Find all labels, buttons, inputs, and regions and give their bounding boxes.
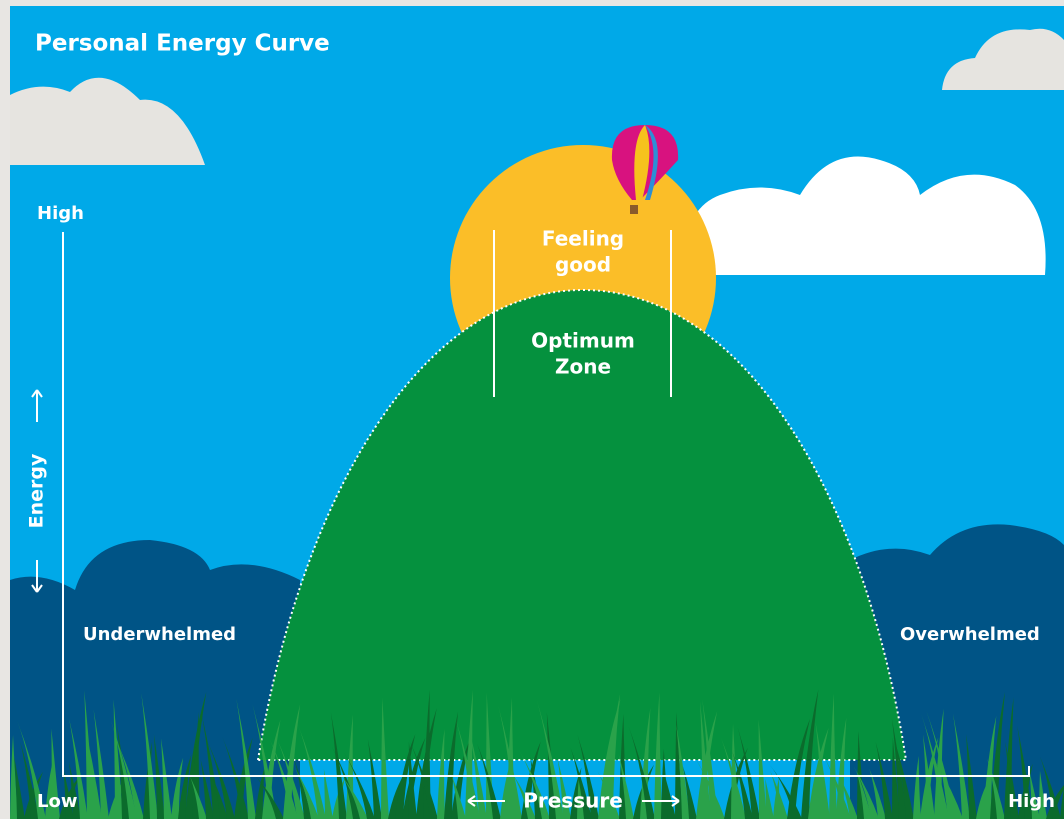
zone-label: good bbox=[555, 253, 611, 277]
x-axis-label: Pressure bbox=[523, 789, 623, 813]
zone-label: Feeling bbox=[542, 227, 624, 251]
x-high-label: High bbox=[1008, 791, 1055, 812]
y-high-label: High bbox=[37, 203, 84, 224]
zone-label: Underwhelmed bbox=[83, 624, 236, 645]
scene bbox=[10, 6, 1064, 819]
zone-label: Zone bbox=[555, 355, 611, 379]
diagram: Personal Energy Curve High Energy Underw… bbox=[0, 0, 1064, 819]
y-axis-label: Energy bbox=[26, 453, 48, 528]
zone-label: Overwhelmed bbox=[900, 624, 1040, 645]
x-low-label: Low bbox=[37, 791, 77, 812]
page: Personal Energy Curve High Energy Underw… bbox=[0, 0, 1064, 819]
title: Personal Energy Curve bbox=[35, 31, 330, 57]
zone-label: Optimum bbox=[531, 329, 635, 353]
